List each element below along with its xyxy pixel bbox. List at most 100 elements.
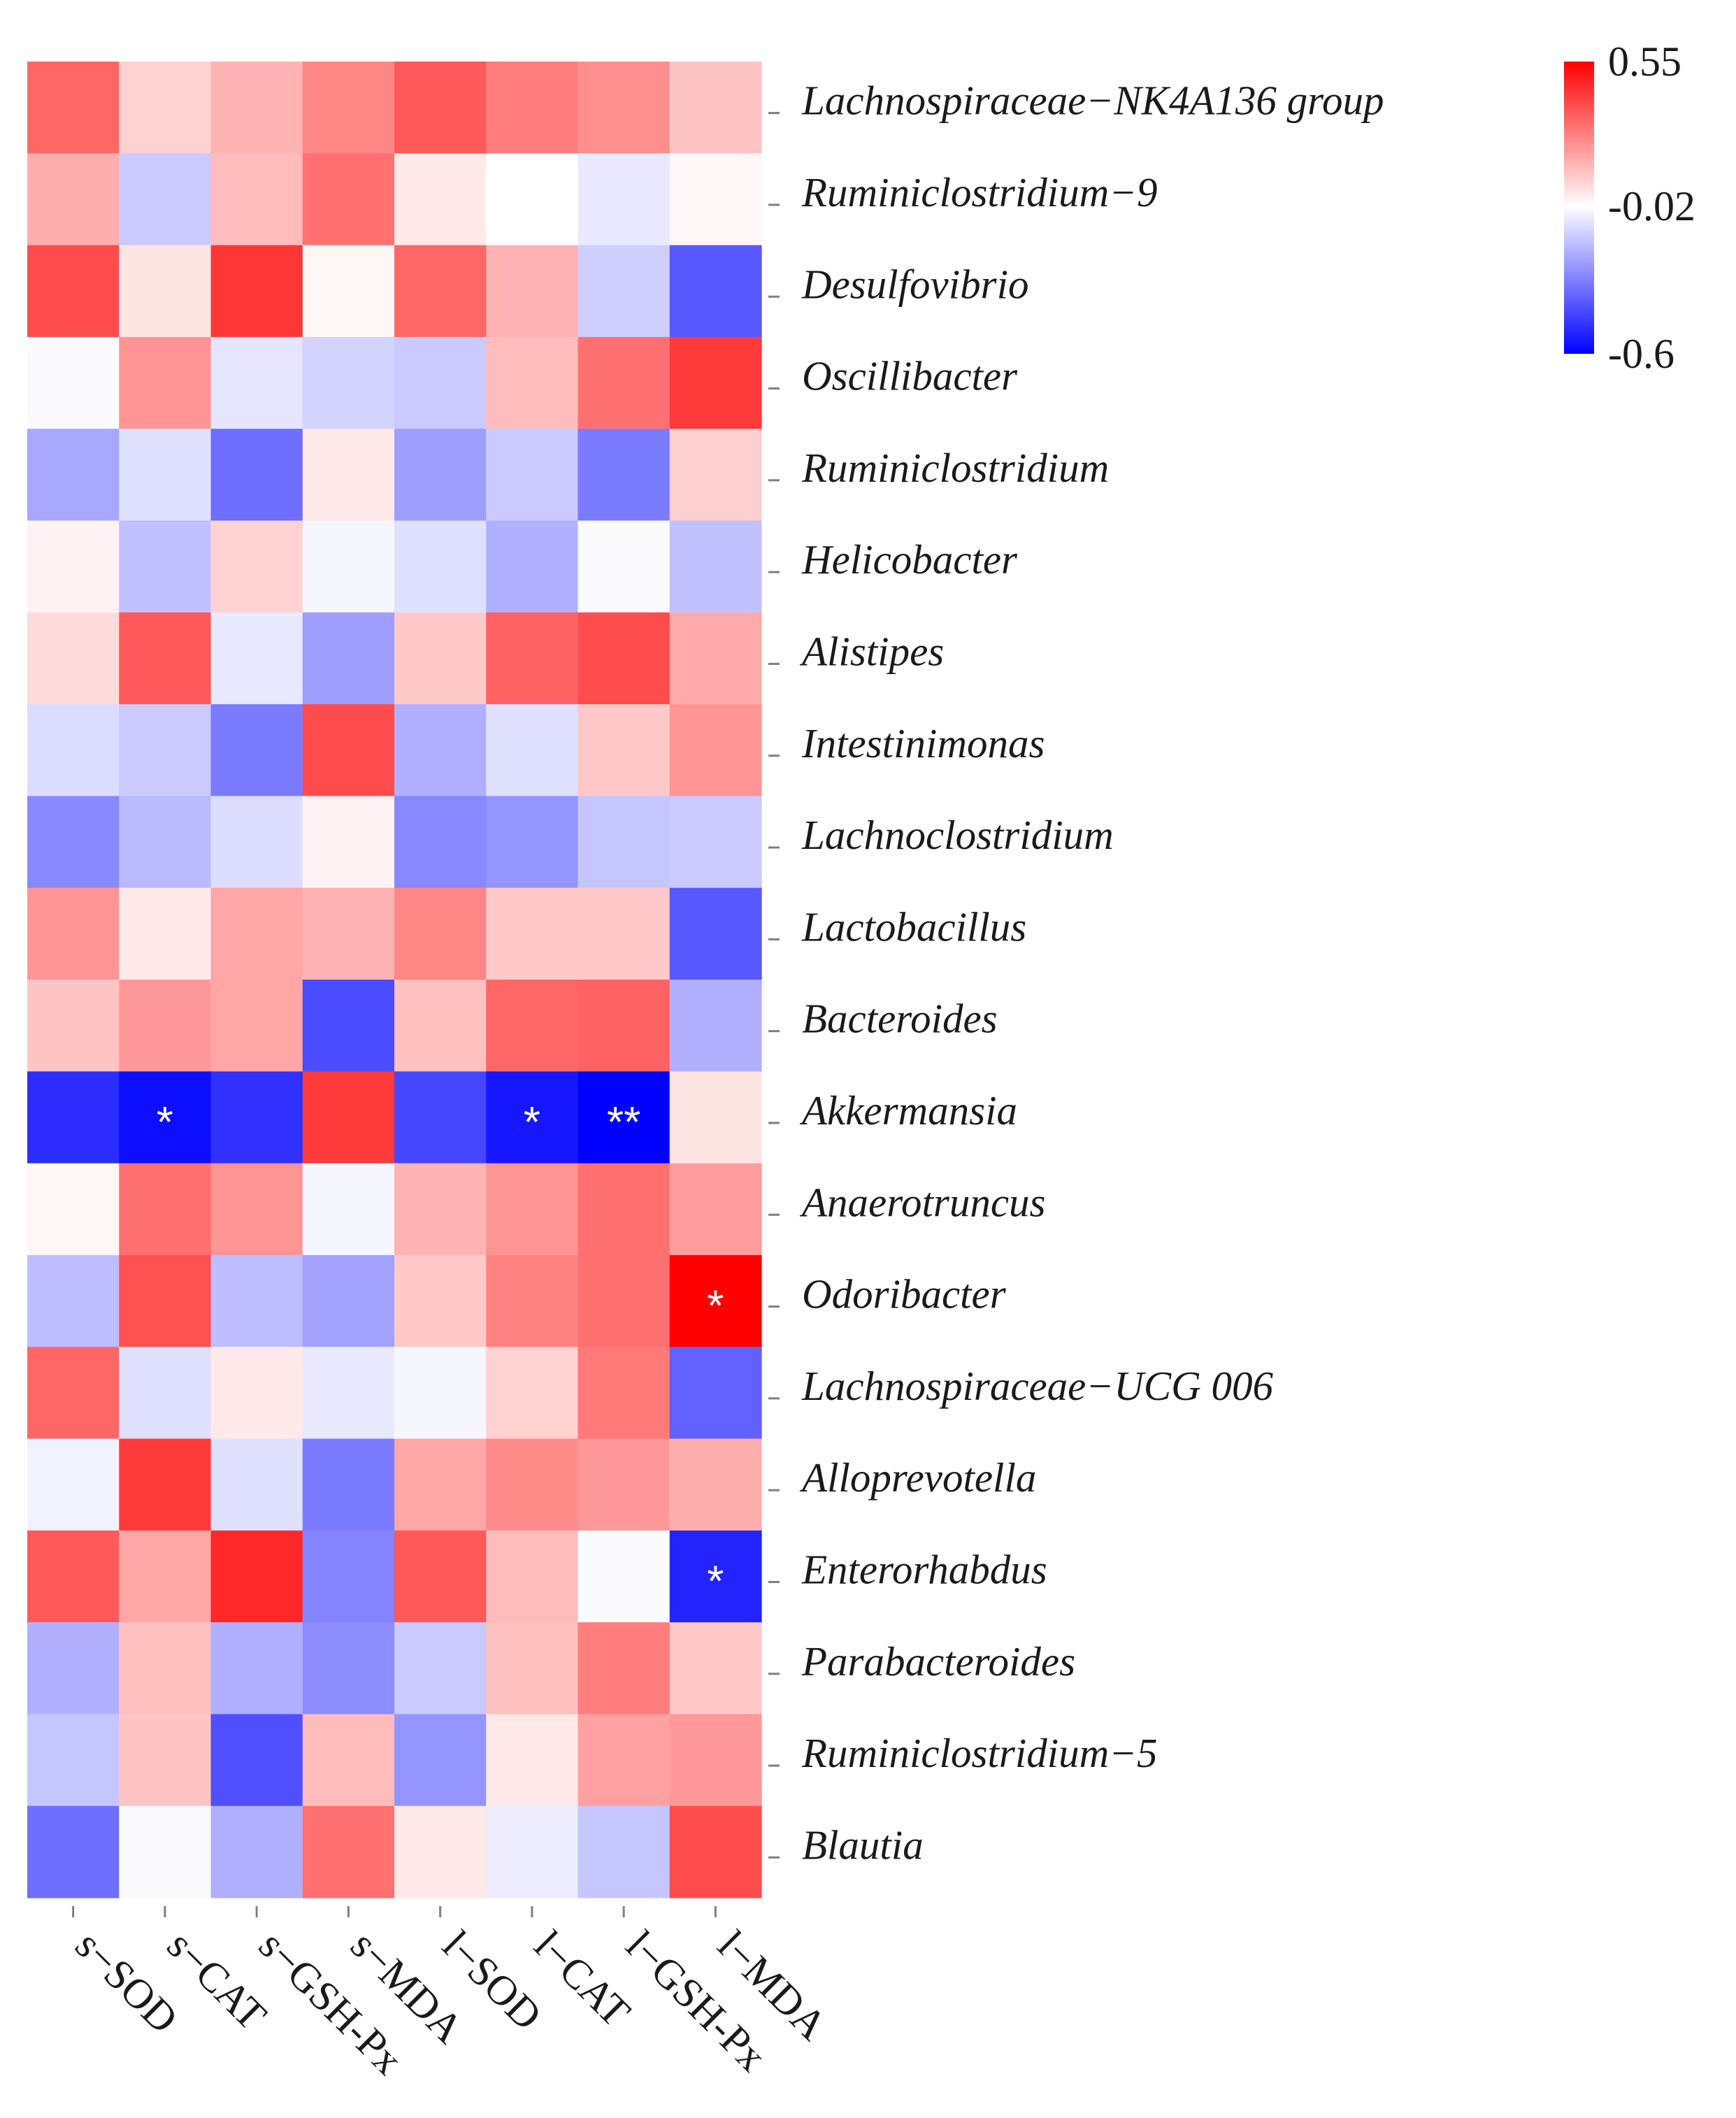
heatmap-cell (210, 153, 303, 246)
heatmap-cell (669, 245, 762, 338)
heatmap-cell (394, 796, 487, 889)
heatmap-cell (210, 887, 303, 980)
heatmap-cell (302, 1254, 395, 1347)
heatmap-cell (578, 429, 670, 522)
heatmap-cell (669, 1622, 762, 1715)
heatmap-cell (302, 245, 395, 338)
heatmap-cell (27, 612, 120, 705)
column-label: s−CAT (159, 1922, 275, 2039)
heatmap-cell (578, 336, 670, 429)
heatmap-cell (302, 1071, 395, 1164)
column-label: l−CAT (526, 1922, 640, 2036)
heatmap-cell (578, 1163, 670, 1256)
heatmap-cell (210, 1438, 303, 1531)
heatmap-cell (119, 1530, 212, 1623)
heatmap-cell (486, 704, 579, 796)
heatmap-cell (486, 1347, 579, 1440)
heatmap-cell (486, 1805, 579, 1898)
heatmap-cell (578, 520, 670, 613)
row-label: Anaerotruncus (799, 1179, 1046, 1225)
heatmap-cell (578, 153, 670, 246)
heatmap-cell (394, 520, 487, 613)
heatmap-cell (394, 612, 487, 705)
heatmap-cell (119, 704, 212, 796)
heatmap-cell (486, 336, 579, 429)
heatmap-cell (302, 1622, 395, 1715)
heatmap-cell (486, 153, 579, 246)
heatmap-cell (578, 62, 670, 154)
heatmap-cell (486, 1622, 579, 1715)
heatmap-cell (669, 1071, 762, 1164)
heatmap-cell (27, 704, 120, 796)
heatmap-cell (210, 520, 303, 613)
heatmap-cell (394, 1622, 487, 1715)
heatmap-cell (302, 796, 395, 889)
heatmap-cell (119, 1254, 212, 1347)
significance-marker: * (524, 1099, 540, 1147)
row-label: Oscillibacter (802, 353, 1018, 399)
significance-marker: ** (607, 1099, 640, 1147)
heatmap-cell (302, 887, 395, 980)
heatmap-cell (119, 1071, 212, 1164)
column-label: s−SOD (66, 1922, 187, 2042)
row-label: Intestinimonas (801, 720, 1045, 766)
heatmap-cell (578, 1347, 670, 1440)
heatmap-cell (669, 1254, 762, 1347)
heatmap-cell (27, 1530, 120, 1623)
heatmap-cell (394, 1530, 487, 1623)
heatmap-cell (119, 245, 212, 338)
heatmap-cell (578, 796, 670, 889)
heatmap-cell (486, 612, 579, 705)
heatmap-cell (302, 1163, 395, 1256)
color-legend-tick-label: 0.55 (1608, 38, 1681, 85)
row-label: Alloprevotella (799, 1454, 1036, 1501)
heatmap-cell (394, 1805, 487, 1898)
heatmap-cell (27, 1805, 120, 1898)
row-label: Ruminiclostridium−9 (801, 169, 1158, 215)
column-axis-ticks (72, 1906, 717, 1917)
heatmap-cell (210, 62, 303, 154)
heatmap-cell (119, 336, 212, 429)
row-label: Blautia (802, 1822, 924, 1868)
heatmap-cell (669, 1347, 762, 1440)
heatmap-cell (210, 1622, 303, 1715)
heatmap-cell (394, 1438, 487, 1531)
heatmap-cell (119, 1347, 212, 1440)
row-axis-ticks (768, 112, 780, 1859)
heatmap-cell (27, 153, 120, 246)
heatmap-cell (394, 1071, 487, 1164)
heatmap-cell (394, 1163, 487, 1256)
heatmap-cell (394, 704, 487, 796)
heatmap-cell (394, 887, 487, 980)
heatmap-cell (669, 429, 762, 522)
heatmap-cell (669, 1714, 762, 1807)
heatmap-cell (669, 612, 762, 705)
heatmap-cell (210, 245, 303, 338)
heatmap-cell (119, 153, 212, 246)
heatmap-cell (394, 1254, 487, 1347)
heatmap-cell (578, 980, 670, 1072)
heatmap-cell (210, 1714, 303, 1807)
heatmap-cell (302, 1714, 395, 1807)
row-label: Alistipes (799, 628, 944, 674)
heatmap-cell (578, 1071, 670, 1164)
heatmap-cell (27, 1163, 120, 1256)
heatmap-cell (394, 1714, 487, 1807)
heatmap-cell (210, 980, 303, 1072)
heatmap-cell (119, 1438, 212, 1531)
heatmap-cell (119, 520, 212, 613)
heatmap-cell (486, 429, 579, 522)
heatmap-cell (486, 1530, 579, 1623)
heatmap-cell (486, 1714, 579, 1807)
heatmap-cell (302, 980, 395, 1072)
heatmap-cell (210, 612, 303, 705)
heatmap-cell (119, 1805, 212, 1898)
heatmap-cell (210, 336, 303, 429)
heatmap-cell (302, 1347, 395, 1440)
heatmap-cell (578, 245, 670, 338)
heatmap-cell (394, 62, 487, 154)
row-label: Akkermansia (799, 1087, 1017, 1133)
heatmap-cell (27, 245, 120, 338)
heatmap-cell (486, 887, 579, 980)
heatmap-cell (394, 429, 487, 522)
